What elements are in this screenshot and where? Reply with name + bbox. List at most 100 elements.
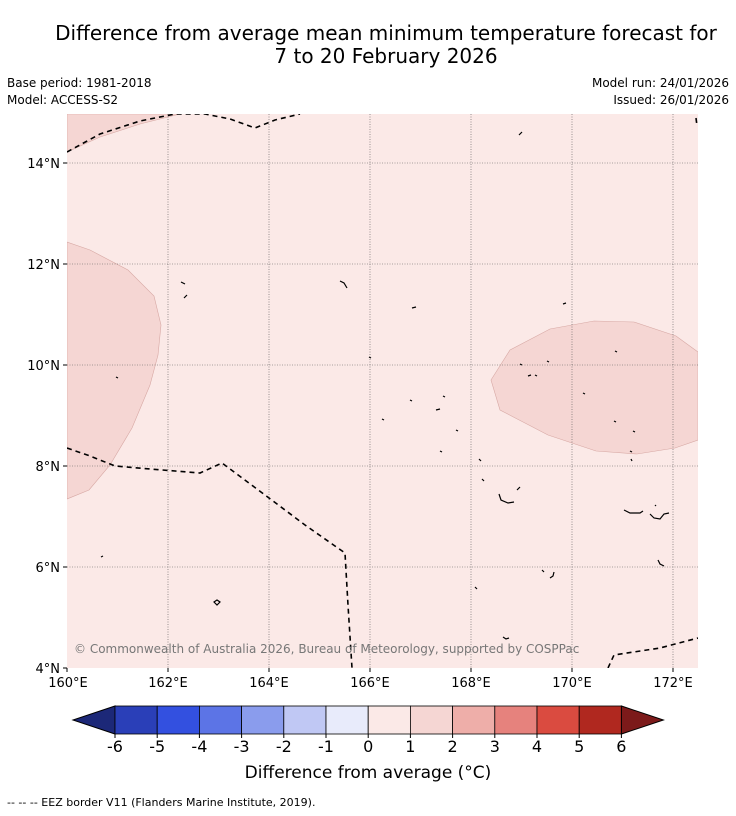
colorbar-tick-label: -2 xyxy=(276,737,292,756)
colorbar-extend-high xyxy=(620,705,665,735)
island xyxy=(613,420,617,423)
island xyxy=(657,559,665,567)
tick-marks xyxy=(63,162,674,672)
island xyxy=(442,395,446,398)
eez-border-northeast xyxy=(695,117,698,127)
eez-border-north xyxy=(67,114,301,153)
colorbar-tick-label: 4 xyxy=(532,737,542,756)
info-left: Base period: 1981-2018 Model: ACCESS-S2 xyxy=(7,75,152,109)
warm-patch-northwest xyxy=(67,114,181,153)
colorbar-tick-label: -4 xyxy=(191,737,207,756)
eez-borders xyxy=(67,114,698,668)
island xyxy=(614,350,618,353)
lon-label: 162°E xyxy=(148,676,188,691)
island xyxy=(632,430,636,433)
island xyxy=(562,302,567,305)
island xyxy=(582,392,586,395)
copyright-notice: © Commonwealth of Australia 2026, Bureau… xyxy=(74,642,579,656)
colorbar-tick-label: 1 xyxy=(405,737,415,756)
lon-label: 160°E xyxy=(48,676,88,691)
colorbar-tick-label: 6 xyxy=(616,737,626,756)
islands xyxy=(100,131,670,640)
map-title: Difference from average mean minimum tem… xyxy=(0,22,736,68)
eez-legend-note: -- -- -- EEZ border V11 (Flanders Marine… xyxy=(7,796,316,809)
island xyxy=(541,569,545,573)
colorbar-segment xyxy=(114,705,158,735)
lon-label: 168°E xyxy=(451,676,491,691)
lon-label: 166°E xyxy=(350,676,390,691)
island xyxy=(549,571,555,579)
colorbar-segment xyxy=(156,705,200,735)
colorbar-tick-label: 0 xyxy=(363,737,373,756)
island xyxy=(381,418,385,421)
lat-label: 12°N xyxy=(27,258,60,273)
title-line-1: Difference from average mean minimum tem… xyxy=(55,21,717,45)
colorbar-tick-label: 2 xyxy=(448,737,458,756)
colorbar-label: Difference from average (°C) xyxy=(244,763,492,783)
island xyxy=(516,486,521,491)
island xyxy=(180,281,186,285)
island xyxy=(439,450,443,453)
island xyxy=(474,586,478,590)
colorbar-segment xyxy=(325,705,369,735)
island xyxy=(368,356,372,359)
colorbar-extend-low xyxy=(71,705,116,735)
island xyxy=(498,493,515,504)
base-period: Base period: 1981-2018 xyxy=(7,76,152,90)
gridlines xyxy=(67,114,698,668)
eez-border-southeast xyxy=(607,637,698,668)
colorbar-segment xyxy=(409,705,453,735)
island xyxy=(411,306,417,309)
island xyxy=(213,599,221,606)
colorbar-segment xyxy=(367,705,411,735)
island xyxy=(623,509,644,514)
lon-label: 172°E xyxy=(653,676,693,691)
title-line-2: 7 to 20 February 2026 xyxy=(274,44,498,68)
lat-label: 14°N xyxy=(27,157,60,172)
lat-label: 10°N xyxy=(27,359,60,374)
latitude-labels: 4°N 6°N 8°N 10°N 12°N 14°N xyxy=(27,157,60,677)
colorbar-tick-label: -6 xyxy=(107,737,123,756)
island xyxy=(629,450,633,453)
island xyxy=(654,504,657,507)
island xyxy=(649,512,670,520)
island xyxy=(546,360,550,363)
lat-label: 8°N xyxy=(36,460,61,475)
colorbar-tick-label: 5 xyxy=(574,737,584,756)
colorbar-segment xyxy=(198,705,242,735)
colorbar-tick-label: 3 xyxy=(490,737,500,756)
island xyxy=(519,363,523,366)
island xyxy=(409,399,413,402)
island xyxy=(115,376,119,379)
model-run: Model run: 24/01/2026 xyxy=(591,76,729,90)
longitude-labels: 160°E 162°E 164°E 166°E 168°E 170°E 172°… xyxy=(48,676,693,691)
colorbar-segment xyxy=(452,705,496,735)
colorbar-segment xyxy=(241,705,285,735)
island xyxy=(183,294,188,299)
colorbar-segment xyxy=(578,705,622,735)
island xyxy=(502,636,510,640)
colorbar-tick-label: -1 xyxy=(318,737,334,756)
colorbar-segment xyxy=(536,705,580,735)
island xyxy=(518,131,523,136)
lon-label: 164°E xyxy=(249,676,289,691)
island xyxy=(534,374,538,377)
model-name: Model: ACCESS-S2 xyxy=(7,93,119,107)
warm-patch-east xyxy=(490,320,698,455)
colorbar-tick-label: -5 xyxy=(149,737,165,756)
island xyxy=(455,429,459,432)
map-panel: © Commonwealth of Australia 2026, Bureau… xyxy=(67,114,698,668)
lat-label: 6°N xyxy=(36,561,61,576)
warm-patch-west xyxy=(67,241,162,500)
island xyxy=(100,555,104,558)
info-right: Model run: 24/01/2026 Issued: 26/01/2026 xyxy=(592,75,729,109)
colorbar-segment xyxy=(283,705,327,735)
island xyxy=(527,374,532,377)
lat-label: 4°N xyxy=(36,662,61,677)
island xyxy=(478,458,482,462)
island xyxy=(481,478,485,482)
island xyxy=(630,458,633,462)
colorbar-tick-label: -3 xyxy=(234,737,250,756)
island xyxy=(339,280,348,289)
